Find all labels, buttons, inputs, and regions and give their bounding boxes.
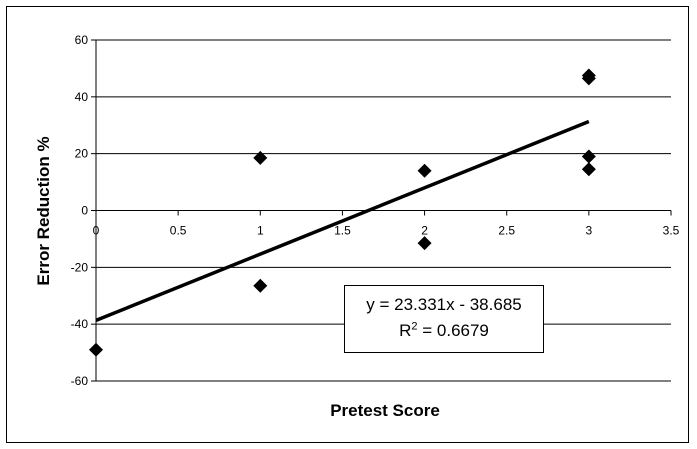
y-tick-label: 20 [75,147,89,161]
data-point [581,162,596,177]
x-tick-label: 2 [421,224,428,238]
data-point [253,150,268,165]
trendline-equation: y = 23.331x - 38.685 [366,295,522,314]
y-axis-title: Error Reduction % [34,136,53,285]
r-squared-r: R [399,321,412,340]
trendline [95,119,590,323]
y-tick-label: -20 [71,260,89,274]
data-point [253,278,268,293]
y-tick-label: 0 [81,204,88,218]
chart-frame [6,6,689,443]
y-tick-labels: 60 40 20 0 -20 -40 -60 [71,33,89,388]
y-tick-label: 60 [75,33,89,47]
x-axis-title: Pretest Score [330,401,440,420]
trendline-equation-box: y = 23.331x - 38.685 R2 = 0.6679 [344,285,544,353]
data-point [417,236,432,251]
r-squared-exponent: 2 [411,320,418,333]
data-point [89,342,103,357]
x-tick-label: 2.5 [498,224,515,238]
trendline-group [95,119,590,323]
x-tick-label: 0.5 [170,224,187,238]
r-squared-value: = 0.6679 [417,321,489,340]
y-tick-label: -40 [71,317,89,331]
y-tick-label: 40 [75,90,89,104]
data-point [581,71,596,86]
y-tick-label: -60 [71,374,89,388]
x-tick-labels: 0 0.5 1 1.5 2 2.5 3 3.5 [93,224,680,238]
x-tick-label: 1 [257,224,264,238]
data-point [581,149,596,164]
x-tick-label: 1.5 [334,224,351,238]
x-tick-label: 3.5 [663,224,680,238]
x-tick-label: 3 [586,224,593,238]
gridlines [91,39,672,382]
data-points [89,68,596,357]
data-point [417,163,432,178]
x-tick-label: 0 [93,224,100,238]
r-squared-label: R2 = 0.6679 [345,318,543,344]
